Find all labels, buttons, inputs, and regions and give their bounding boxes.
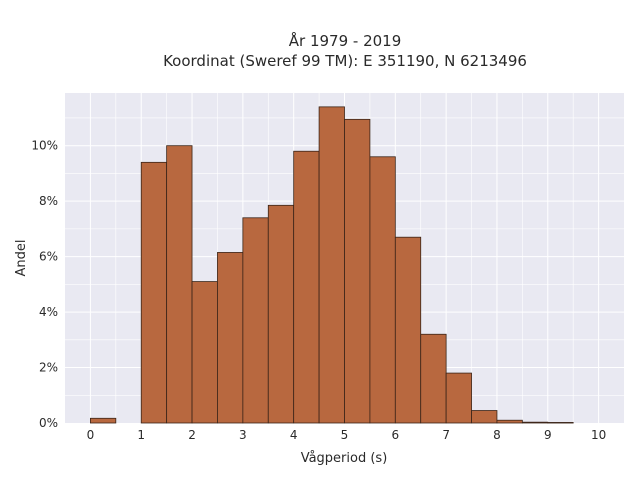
y-tick-label: 2% bbox=[39, 361, 58, 375]
histogram-bar bbox=[242, 217, 269, 424]
histogram-bar bbox=[521, 421, 549, 424]
x-tick-label: 0 bbox=[87, 428, 95, 442]
histogram-bar bbox=[140, 161, 168, 424]
histogram-bar bbox=[90, 417, 117, 424]
x-tick-label: 7 bbox=[442, 428, 450, 442]
histogram-bar bbox=[445, 372, 472, 424]
y-tick-label: 8% bbox=[39, 194, 58, 208]
histogram-bar bbox=[394, 236, 422, 424]
y-axis-label: Andel bbox=[14, 240, 29, 277]
x-tick-label: 4 bbox=[290, 428, 298, 442]
x-tick-label: 5 bbox=[341, 428, 349, 442]
y-tick-label: 10% bbox=[31, 139, 58, 153]
x-tick-labels: 0 1 2 3 4 5 6 7 8 9 10 bbox=[87, 428, 607, 442]
y-tick-label: 6% bbox=[39, 250, 58, 264]
x-tick-label: 3 bbox=[239, 428, 247, 442]
x-tick-label: 10 bbox=[591, 428, 606, 442]
bars bbox=[90, 106, 574, 424]
histogram-bar bbox=[191, 281, 218, 424]
x-tick-label: 2 bbox=[188, 428, 196, 442]
x-tick-label: 8 bbox=[493, 428, 501, 442]
histogram-bar bbox=[267, 204, 295, 424]
histogram-bar bbox=[547, 422, 574, 424]
x-tick-label: 6 bbox=[391, 428, 399, 442]
histogram-bar bbox=[166, 145, 193, 424]
histogram-bar bbox=[318, 106, 345, 424]
histogram-bar bbox=[496, 419, 523, 424]
chart-title-line-1: År 1979 - 2019 bbox=[289, 31, 402, 50]
y-tick-labels: 0% 2% 4% 6% 8% 10% bbox=[31, 139, 58, 430]
histogram-bar bbox=[369, 156, 396, 424]
x-axis-label: Vågperiod (s) bbox=[301, 451, 388, 466]
histogram-bar bbox=[293, 150, 320, 424]
y-tick-label: 0% bbox=[39, 416, 58, 430]
histogram-bar bbox=[420, 333, 447, 424]
x-tick-label: 9 bbox=[544, 428, 552, 442]
histogram-bar bbox=[344, 118, 371, 424]
y-tick-label: 4% bbox=[39, 305, 58, 319]
histogram-bar bbox=[217, 252, 244, 424]
chart-title-line-2: Koordinat (Sweref 99 TM): E 351190, N 62… bbox=[163, 52, 527, 70]
histogram-bar bbox=[471, 410, 498, 424]
x-tick-label: 1 bbox=[137, 428, 145, 442]
